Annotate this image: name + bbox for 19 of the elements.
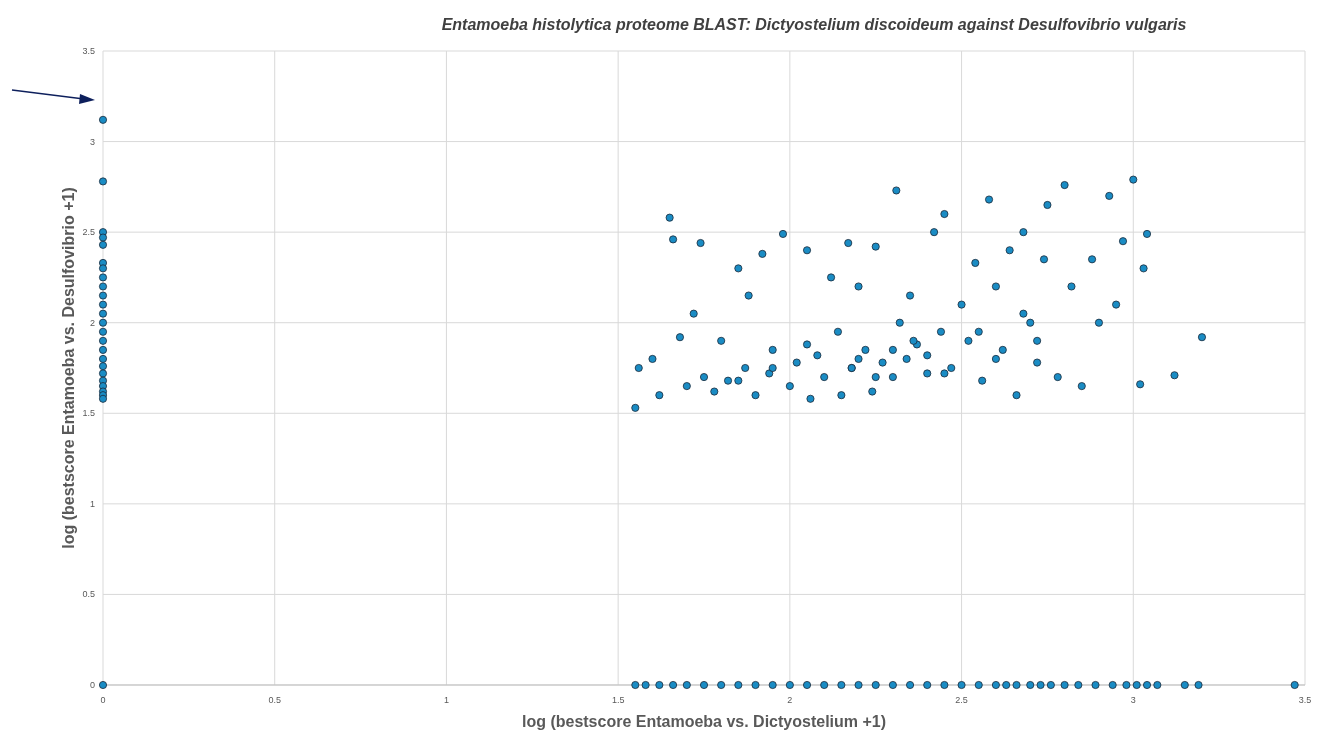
y-tick-label: 1 bbox=[89, 498, 95, 509]
y-tick-label: 3 bbox=[89, 136, 95, 147]
x-tick-label: 2 bbox=[787, 695, 793, 705]
y-tick-label: 1.5 bbox=[82, 408, 95, 419]
y-tick-label: 0 bbox=[89, 680, 95, 690]
chart-title: Entamoeba histolytica proteome BLAST: Dictyostelium discoideum against Desulfovibrio vulgaris bbox=[441, 16, 1187, 33]
x-tick-label: 3 bbox=[1130, 695, 1136, 705]
x-tick-label: 0.5 bbox=[268, 695, 281, 705]
x-tick-label: 0 bbox=[100, 695, 106, 705]
y-tick-label: 2 bbox=[89, 317, 95, 328]
y-axis-title: log (bestscore Entamoeba vs. Desulfovibrio +1) bbox=[60, 187, 77, 549]
y-tick-label: 2.5 bbox=[82, 227, 95, 238]
x-tick-label: 1 bbox=[443, 695, 449, 705]
y-tick-label: 3.5 bbox=[82, 46, 95, 56]
x-tick-label: 2.5 bbox=[955, 695, 968, 705]
x-tick-label: 1.5 bbox=[611, 695, 625, 705]
y-tick-label: 0.5 bbox=[82, 589, 95, 600]
x-axis-title: log (bestscore Entamoeba vs. Dictyostelium +1) bbox=[521, 713, 887, 730]
x-tick-label: 3.5 bbox=[1298, 695, 1312, 705]
